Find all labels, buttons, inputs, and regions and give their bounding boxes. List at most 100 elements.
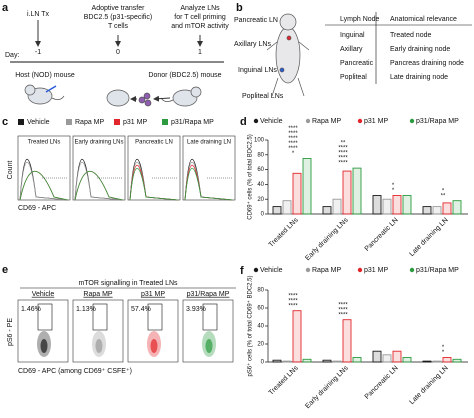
- step-text: Adoptive transfer: [92, 5, 146, 12]
- bar: [342, 319, 352, 363]
- table-cell: Inguinal: [340, 32, 365, 39]
- plot-label: p31 MP: [141, 291, 165, 298]
- bar: [292, 172, 302, 215]
- host-mouse: [24, 84, 65, 105]
- donor-mouse: [160, 86, 202, 107]
- y-tick-label: 0: [261, 212, 265, 218]
- cell-cloud-core: [205, 339, 213, 353]
- dissected-mouse: [106, 89, 152, 107]
- legend-swatch: [66, 119, 72, 125]
- significance: ****: [338, 312, 348, 318]
- histogram-title: Late draining LN: [187, 140, 231, 146]
- cell-cloud-core: [95, 339, 103, 353]
- y-tick-label: 80: [257, 288, 264, 294]
- bar: [352, 357, 362, 363]
- table-cell: Late draining node: [390, 74, 448, 81]
- gate: [202, 303, 218, 331]
- significance: ****: [288, 126, 298, 132]
- arrow: [153, 95, 171, 102]
- legend-label: Vehicle: [260, 118, 283, 125]
- histogram-curve: [74, 170, 124, 201]
- significance: ****: [338, 161, 348, 167]
- bar: [382, 354, 392, 363]
- panel-title: mTOR signalling in Treated LNs: [78, 280, 178, 287]
- legend-marker: [409, 118, 415, 124]
- day: -1: [35, 49, 41, 56]
- histogram-frame: [17, 135, 71, 201]
- y-tick-label: 0: [261, 360, 265, 366]
- histogram-curve: [19, 170, 69, 201]
- cell-cloud-core: [40, 339, 48, 353]
- cell-cloud-core: [150, 339, 158, 353]
- bar: [432, 360, 442, 363]
- y-tick-label: 40: [257, 182, 264, 188]
- y-label: CD69⁺ cells (% of total BDC2.5): [247, 134, 254, 220]
- y-tick-label: 20: [257, 342, 264, 348]
- plot-label: Vehicle: [32, 291, 55, 298]
- y-tick-label: 40: [257, 324, 264, 330]
- significance: ****: [338, 156, 348, 162]
- panel-label: d: [240, 116, 247, 128]
- y-tick-label: 60: [257, 167, 264, 173]
- histogram-curve: [19, 170, 69, 201]
- y-label: Count: [7, 161, 14, 180]
- histogram-curve: [184, 167, 234, 201]
- mouse-label: Inguinal LNs: [238, 67, 277, 74]
- mouse-label: Axillary LNs: [234, 41, 271, 48]
- bar: [332, 198, 342, 215]
- histogram-curve: [19, 159, 69, 201]
- bar: [392, 195, 402, 215]
- y-tick-label: 20: [257, 197, 264, 203]
- bar: [372, 350, 382, 363]
- table-header: Lymph Node: [340, 16, 380, 23]
- histogram-curve: [74, 162, 124, 201]
- day: 0: [116, 49, 120, 56]
- step-text: and mTOR activity: [171, 23, 229, 30]
- panel-label: b: [236, 2, 243, 14]
- bar: [442, 202, 452, 215]
- mouse-anatomy: [266, 13, 310, 97]
- legend-label: Rapa MP: [312, 267, 342, 274]
- histogram-curve: [19, 162, 69, 201]
- plot-label: Rapa MP: [83, 291, 113, 298]
- significance: **: [341, 141, 346, 147]
- y-tick-label: 100: [254, 138, 265, 144]
- bar: [432, 206, 442, 215]
- bar: [282, 360, 292, 363]
- plot-frame: [182, 299, 234, 363]
- bar: [272, 359, 282, 363]
- x-label: CD69 - APC: [18, 205, 56, 212]
- significance: ****: [288, 298, 298, 304]
- bar: [352, 167, 362, 215]
- bar: [302, 358, 312, 363]
- x-tick-label: Early draining LNs: [304, 216, 350, 262]
- plot-label: p31/Rapa MP: [187, 291, 230, 298]
- step-text: BDC2.5 (p31-specific): [84, 14, 152, 21]
- significance: ****: [338, 302, 348, 308]
- x-label: CD69 - APC (among CD69⁺ CSFE⁺): [18, 368, 132, 375]
- legend-label: p31 MP: [364, 267, 388, 274]
- gate: [92, 303, 108, 331]
- x-tick-label: Pancreatic LN: [364, 217, 400, 253]
- step-text: Analyze LNs: [180, 5, 220, 12]
- histogram-title: Pancreatic LN: [135, 140, 173, 146]
- significance: ****: [288, 131, 298, 137]
- bar: [452, 200, 462, 215]
- bar: [422, 206, 432, 215]
- y-label: pS6⁺ cells (% of total CD69⁺ BDC2.5): [247, 275, 254, 376]
- table-cell: Treated node: [390, 32, 431, 39]
- legend-swatch: [114, 119, 120, 125]
- legend-label: p31/Rapa MP: [416, 118, 459, 125]
- panel-label: a: [2, 2, 9, 14]
- histogram-frame: [182, 135, 236, 201]
- significance: ****: [338, 307, 348, 313]
- significance: ****: [288, 141, 298, 147]
- step-title: i.LN Tx: [27, 11, 50, 18]
- host-label: Host (NOD) mouse: [15, 72, 75, 79]
- panel-label: f: [240, 265, 244, 277]
- x-tick-label: Early draining LNs: [304, 364, 350, 410]
- legend-marker: [409, 267, 415, 273]
- gate-percentage: 57.4%: [131, 306, 151, 313]
- legend-label: Rapa MP: [75, 119, 105, 126]
